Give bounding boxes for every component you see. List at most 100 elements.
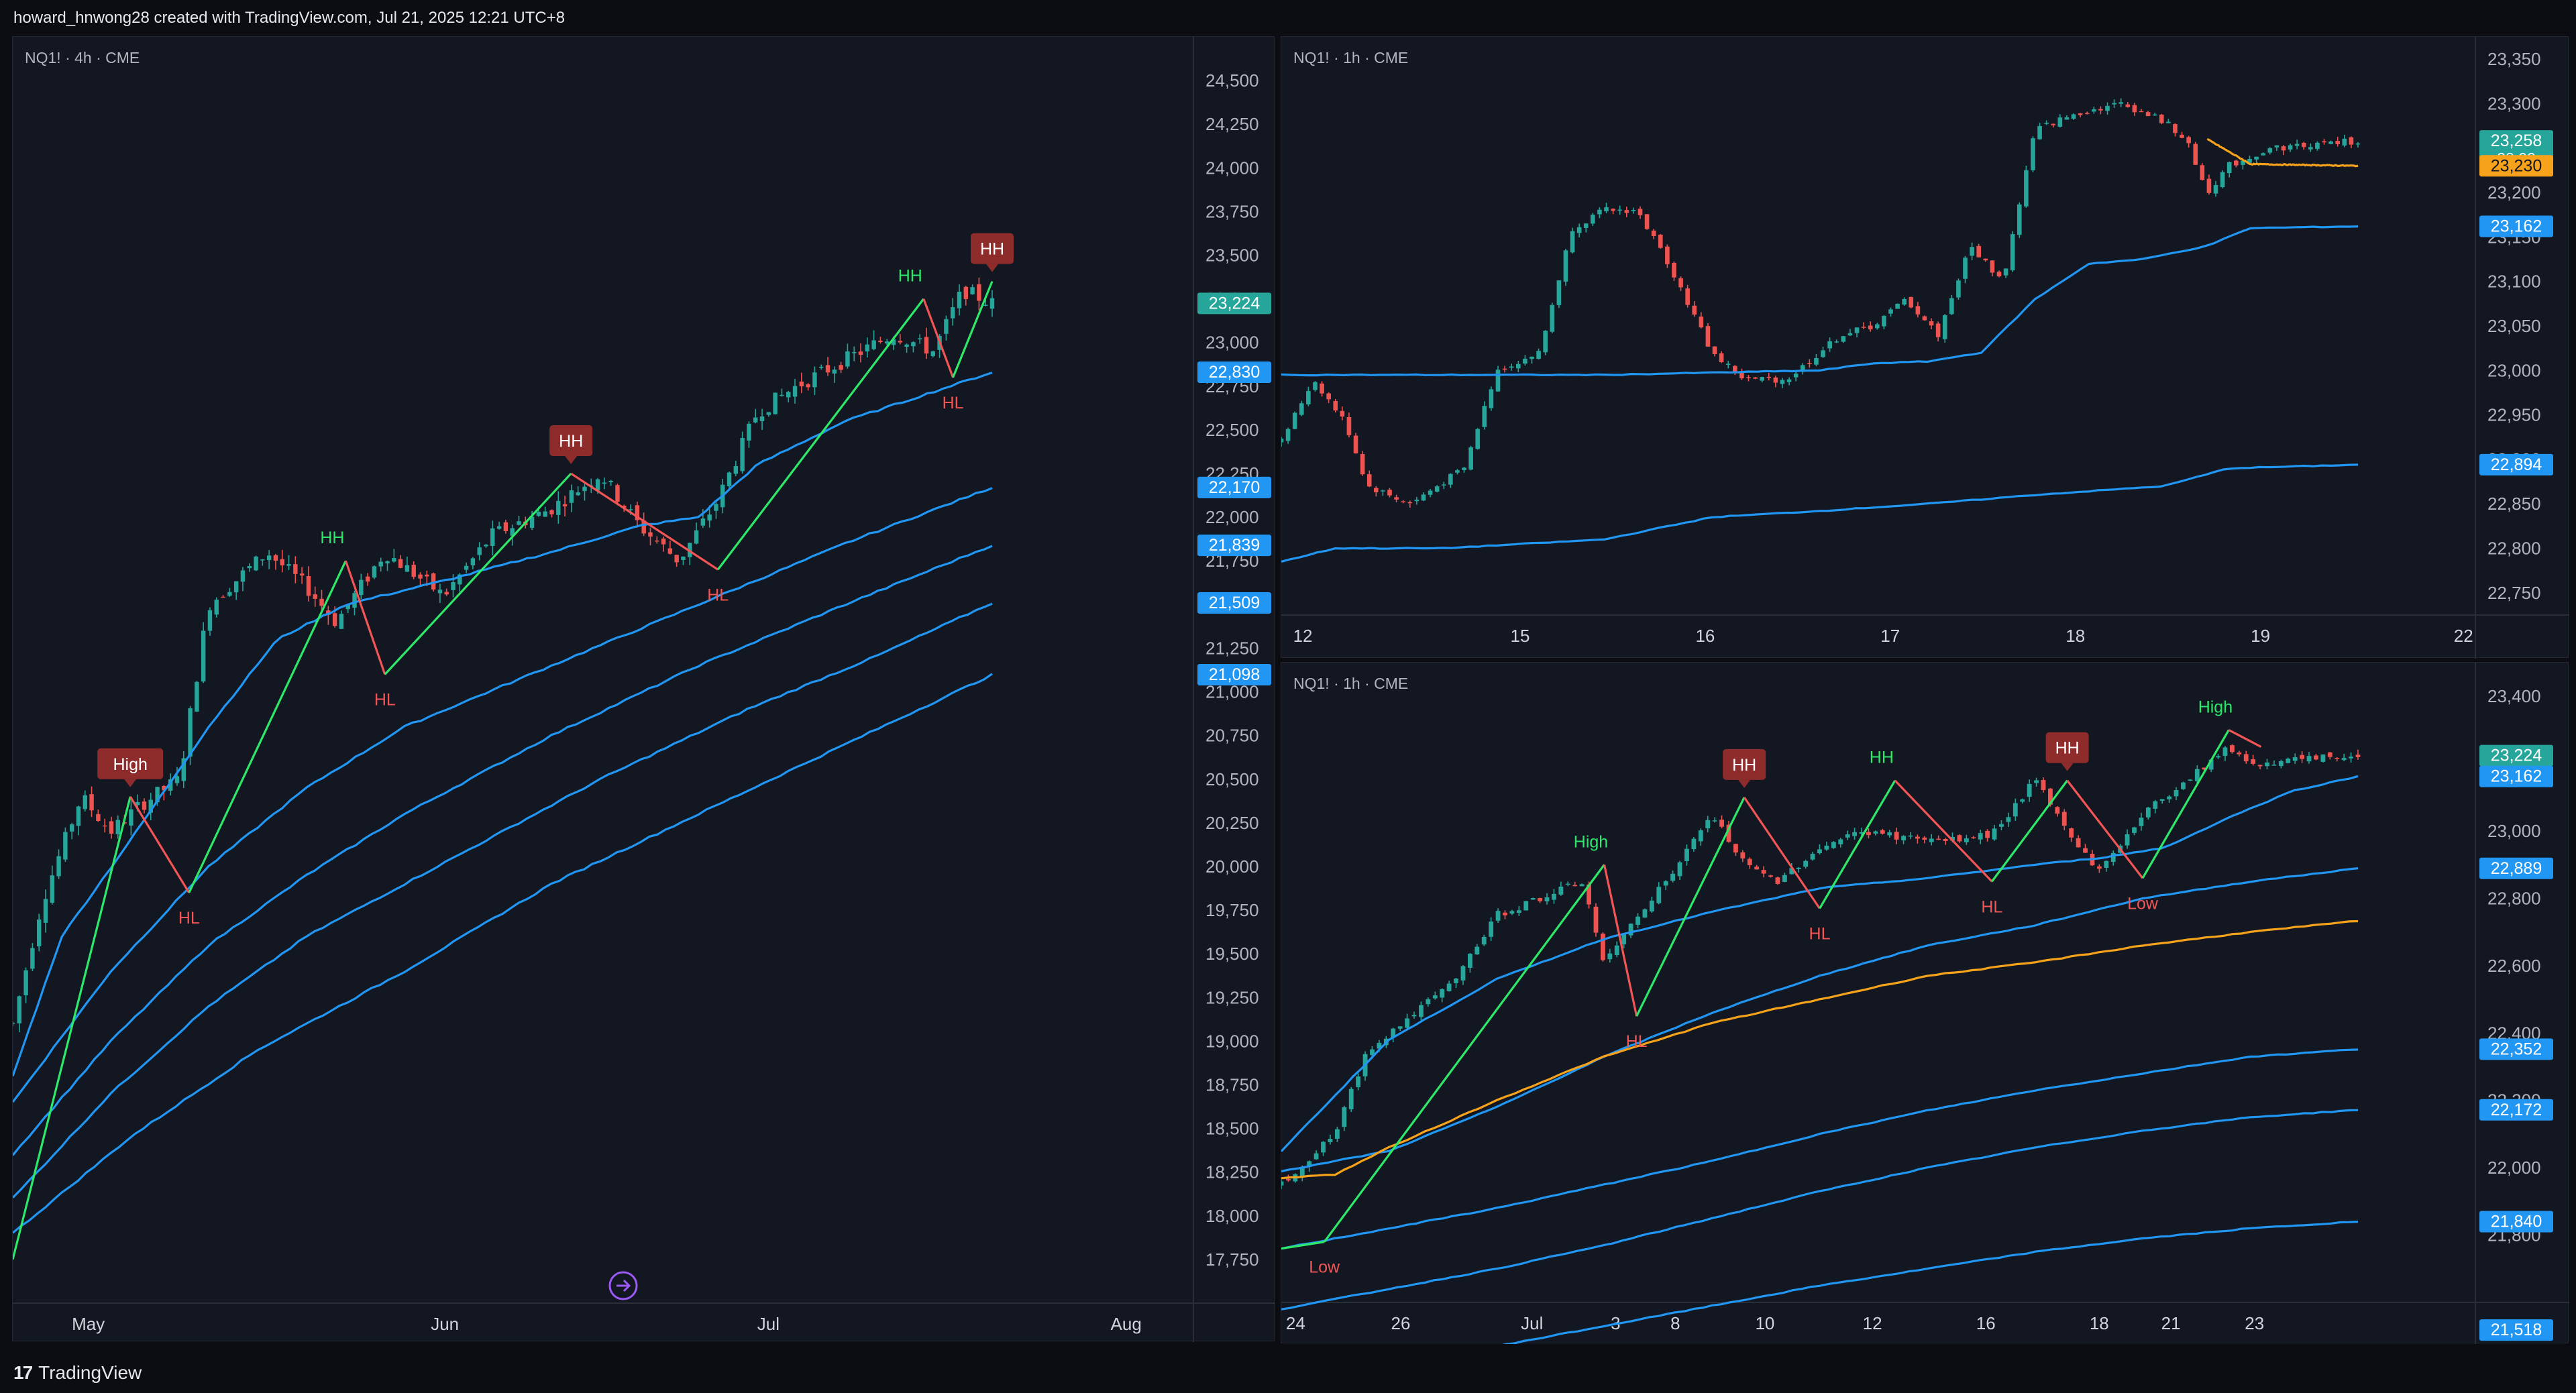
- candle-body: [1895, 303, 1900, 309]
- candle-body: [1600, 934, 1605, 960]
- candle-body: [1866, 832, 1871, 836]
- swing-label-box: [971, 233, 1014, 264]
- candle-body: [2213, 184, 2218, 194]
- candle-body: [792, 386, 798, 397]
- candle-body: [142, 801, 147, 810]
- candle-body: [2159, 114, 2164, 123]
- candle-body: [2247, 158, 2252, 163]
- candle-body: [1572, 885, 1578, 887]
- price-badge-label: 21,839: [1209, 536, 1260, 555]
- candle-body: [1692, 305, 1697, 315]
- candle-body: [2096, 866, 2102, 869]
- candle-body: [1915, 306, 1921, 315]
- candle-body: [806, 384, 810, 388]
- scroll-to-now-button[interactable]: [608, 1271, 638, 1300]
- candle-body: [608, 480, 613, 482]
- chart-svg-left[interactable]: 24,50024,25024,00023,75023,50023,25023,0…: [13, 37, 1275, 1342]
- price-badge-label: 22,172: [2491, 1101, 2542, 1119]
- candle-body: [2083, 848, 2088, 853]
- candle-body: [1733, 366, 1737, 373]
- candle-body: [2010, 234, 2015, 271]
- chart-panel-top-right[interactable]: NQ1! · 1h · CME 23,35023,30023,25023,200…: [1281, 36, 2569, 659]
- candle-body: [2078, 113, 2083, 115]
- ema-line: [1281, 1109, 2359, 1311]
- price-badge-label: 23,230: [2491, 156, 2542, 175]
- swing-label-box: [1723, 748, 1766, 780]
- candle-body: [1631, 210, 1636, 211]
- x-tick-label: 16: [1695, 626, 1715, 646]
- candle-body: [36, 919, 42, 946]
- candle-body: [1978, 833, 1983, 840]
- candle-body: [924, 337, 929, 354]
- price-badge-label: 23,258: [2491, 131, 2542, 150]
- candle-body: [299, 573, 305, 576]
- ema-line: [13, 602, 993, 1199]
- chart-svg-top-right[interactable]: 23,35023,30023,25023,20023,15023,10023,0…: [1281, 37, 2569, 659]
- y-tick-label: 24,250: [1205, 114, 1259, 134]
- y-tick-label: 18,000: [1205, 1206, 1259, 1226]
- candle-body: [2322, 141, 2326, 143]
- y-tick-label: 20,750: [1205, 726, 1259, 746]
- y-tick-label: 23,500: [1205, 245, 1259, 266]
- candle-body: [595, 479, 600, 491]
- chart-panel-bottom-right[interactable]: NQ1! · 1h · CME 23,40023,20023,00022,800…: [1281, 662, 2569, 1344]
- price-badge-label: 22,889: [2491, 859, 2542, 878]
- candle-body: [2006, 817, 2011, 822]
- y-tick-label: 23,000: [1205, 333, 1259, 353]
- candle-body: [944, 319, 949, 334]
- candle-body: [43, 899, 48, 923]
- candle-body: [431, 573, 436, 590]
- candle-body: [30, 948, 35, 969]
- candle-body: [1796, 867, 1801, 869]
- zigzag-up-segment: [716, 298, 925, 571]
- candle-body: [444, 592, 449, 595]
- candle-body: [1929, 321, 1934, 326]
- candle-body: [2071, 114, 2076, 119]
- candle-body: [1536, 351, 1541, 359]
- candle-body: [2261, 153, 2265, 156]
- ema-line: [13, 487, 993, 1103]
- candle-body: [2286, 759, 2291, 763]
- zigzag-down-segment: [2228, 729, 2262, 748]
- zigzag-up-segment: [1819, 779, 1896, 909]
- candle-body: [2281, 146, 2286, 151]
- x-tick-label: 22: [2454, 626, 2473, 646]
- tradingview-logo[interactable]: 17 TradingView: [13, 1362, 142, 1384]
- candle-body: [635, 505, 640, 520]
- candle-body: [576, 492, 580, 496]
- price-badge-label: 22,170: [1209, 478, 1260, 497]
- y-tick-label: 19,750: [1205, 900, 1259, 920]
- zigzag-up-segment: [2141, 729, 2230, 879]
- candle-body: [1847, 333, 1853, 336]
- chart-panel-left[interactable]: NQ1! · 4h · CME 24,500 24,250 24,000 23,750…: [12, 36, 1275, 1342]
- candle-body: [1957, 835, 1962, 842]
- candle-body: [1922, 316, 1927, 321]
- candle-body: [2181, 782, 2186, 789]
- y-tick-label: 23,000: [2487, 821, 2541, 841]
- candle-body: [1440, 989, 1445, 998]
- candle-body: [2193, 144, 2198, 165]
- candle-body: [1983, 258, 1988, 261]
- candle-body: [352, 593, 357, 608]
- zigzag-down-segment: [570, 472, 719, 571]
- candle-body: [174, 776, 180, 783]
- chart-svg-bottom-right[interactable]: 23,40023,20023,00022,80022,60022,40022,2…: [1281, 663, 2569, 1344]
- candle-body: [1800, 365, 1805, 372]
- candle-body: [89, 794, 94, 811]
- candle-body: [1556, 280, 1562, 305]
- candle-body: [2051, 123, 2056, 125]
- candle-body: [266, 555, 272, 561]
- candle-body: [2243, 754, 2249, 762]
- candle-body: [1405, 1018, 1410, 1028]
- swing-label: HH: [559, 432, 583, 451]
- candle-body: [484, 545, 488, 547]
- candle-body: [1901, 836, 1906, 840]
- candle-body: [1356, 1076, 1361, 1087]
- candle-body: [1544, 897, 1550, 901]
- candle-body: [1387, 490, 1392, 496]
- candle-body: [2037, 125, 2042, 140]
- candle-body: [2208, 759, 2214, 770]
- candle-body: [1786, 379, 1792, 382]
- candle-body: [2125, 104, 2131, 107]
- scroll-to-now-icon: [608, 1271, 638, 1300]
